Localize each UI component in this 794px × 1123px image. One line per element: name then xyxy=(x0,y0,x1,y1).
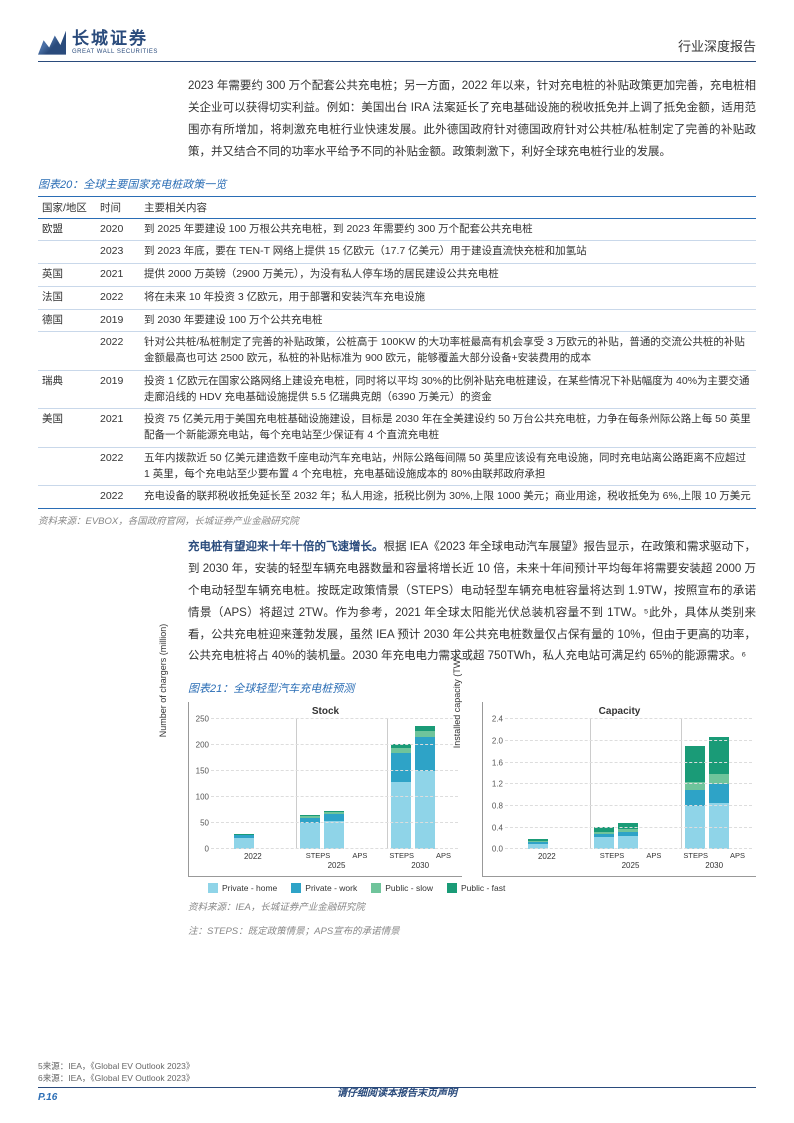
policy-table: 国家/地区时间主要相关内容 欧盟2020到 2025 年要建设 100 万根公共… xyxy=(38,196,756,510)
chart21-title: 图表21：全球轻型汽车充电桩预测 xyxy=(188,680,756,696)
charts-row: Stock Number of chargers (million) 05010… xyxy=(188,702,756,877)
bar-group xyxy=(681,719,732,849)
table-row: 美国2021投资 75 亿美元用于美国充电桩基础设施建设，目标是 2030 年在… xyxy=(38,409,756,448)
page-header: 长城证券 GREAT WALL SECURITIES 行业深度报告 xyxy=(38,30,756,62)
legend-item: Public - slow xyxy=(371,883,433,893)
table-row: 2022充电设备的联邦税收抵免延长至 2032 年；私人用途，抵税比例为 30%… xyxy=(38,486,756,509)
logo-cn: 长城证券 xyxy=(72,30,158,49)
paragraph-1: 2023 年需要约 300 万个配套公共充电桩；另一方面，2022 年以来，针对… xyxy=(188,76,756,163)
table-row: 欧盟2020到 2025 年要建设 100 万根公共充电桩，到 2023 年需要… xyxy=(38,218,756,241)
bar-group xyxy=(231,719,257,849)
footnote-5: 5来源：IEA，《Global EV Outlook 2023》 xyxy=(38,1061,194,1073)
footer-disclaimer: 请仔细阅读本报告末页声明 xyxy=(38,1084,756,1099)
logo-en: GREAT WALL SECURITIES xyxy=(72,49,158,56)
chart21-note: 注：STEPS：既定政策情景；APS宣布的承诺情景 xyxy=(188,923,756,937)
chart-legend: Private - home Private - work Public - slo… xyxy=(208,883,756,893)
legend-item: Private - work xyxy=(291,883,357,893)
chart-stock-ylabel: Number of chargers (million) xyxy=(158,624,168,738)
paragraph-2: 充电桩有望迎来十年十倍的飞速增长。根据 IEA《2023 年全球电动汽车展望》报… xyxy=(188,537,756,668)
table-header: 国家/地区 xyxy=(38,196,96,218)
table20-source: 资料来源：EVBOX，各国政府官网，长城证券产业金融研究院 xyxy=(38,513,756,527)
table-row: 德国2019到 2030 年要建设 100 万个公共充电桩 xyxy=(38,309,756,332)
table-row: 2022五年内拨款近 50 亿美元建造数千座电动汽车充电站，州际公路每间隔 50… xyxy=(38,447,756,486)
table-header: 时间 xyxy=(96,196,140,218)
stacked-bar xyxy=(594,827,614,850)
table-row: 英国2021提供 2000 万英镑（2900 万美元），为没有私人停车场的居民建… xyxy=(38,264,756,287)
chart-stock-title: Stock xyxy=(189,706,462,717)
stacked-bar xyxy=(324,811,344,849)
chart-capacity-ylabel: Installed capacity (TW) xyxy=(452,657,462,749)
table-row: 2022针对公共桩/私桩制定了完善的补贴政策，公桩高于 100KW 的大功率桩最… xyxy=(38,332,756,371)
page-footer: P.16 请仔细阅读本报告末页声明 xyxy=(38,1087,756,1103)
table-row: 法国2022将在未来 10 年投资 3 亿欧元，用于部署和安装汽车充电设施 xyxy=(38,286,756,309)
logo-icon xyxy=(38,31,66,55)
doc-type: 行业深度报告 xyxy=(678,36,756,55)
para2-body: 根据 IEA《2023 年全球电动汽车展望》报告显示，在政策和需求驱动下，到 2… xyxy=(188,541,756,662)
table-row: 瑞典2019投资 1 亿欧元在国家公路网络上建设充电桩，同时将以平均 30%的比… xyxy=(38,370,756,409)
table-header: 主要相关内容 xyxy=(140,196,756,218)
stacked-bar xyxy=(709,737,729,850)
chart-stock: Stock Number of chargers (million) 05010… xyxy=(188,702,462,877)
chart-capacity-title: Capacity xyxy=(483,706,756,717)
para2-lead: 充电桩有望迎来十年十倍的飞速增长。 xyxy=(188,541,384,553)
logo: 长城证券 GREAT WALL SECURITIES xyxy=(38,30,158,55)
chart-capacity: Capacity Installed capacity (TW) 0.00.40… xyxy=(482,702,756,877)
footnotes: 5来源：IEA，《Global EV Outlook 2023》 6来源：IEA… xyxy=(38,1059,194,1085)
bar-group xyxy=(590,719,641,849)
chart21-source: 资料来源：IEA，长城证券产业金融研究院 xyxy=(188,899,756,913)
bar-group xyxy=(525,719,551,849)
table20-title: 图表20：全球主要国家充电桩政策一览 xyxy=(38,176,756,192)
stacked-bar xyxy=(234,834,254,849)
legend-item: Public - fast xyxy=(447,883,505,893)
bar-group xyxy=(296,719,347,849)
bar-group xyxy=(387,719,438,849)
legend-item: Private - home xyxy=(208,883,277,893)
stacked-bar xyxy=(300,815,320,849)
table-row: 2023到 2023 年底，要在 TEN-T 网络上提供 15 亿欧元（17.7… xyxy=(38,241,756,264)
